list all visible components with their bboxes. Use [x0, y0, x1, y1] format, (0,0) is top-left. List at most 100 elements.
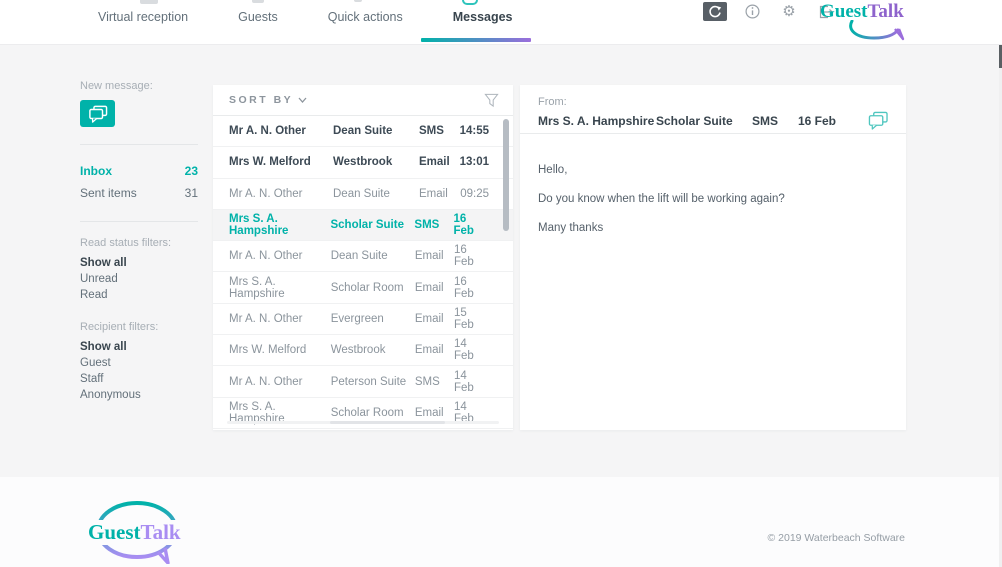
settings-button[interactable]: ⚙ [777, 2, 801, 21]
message-row[interactable]: Mrs S. A. Hampshire Scholar Room Email 1… [213, 272, 513, 304]
sign-out-button[interactable] [814, 2, 838, 21]
filter-button[interactable] [484, 93, 499, 108]
virtual-reception-tab-icon [140, 0, 158, 4]
message-room: Dean Suite [333, 187, 390, 200]
filter-recipient-show-all[interactable]: Show all [80, 341, 127, 353]
footer-guesttalk-logo: GuestTalk [82, 500, 194, 564]
message-channel: SMS [414, 375, 440, 388]
page-scrollbar-thumb[interactable] [999, 28, 1002, 68]
filter-unread[interactable]: Unread [80, 273, 118, 285]
message-time: 13:01 [459, 156, 489, 169]
page-scrollbar-track[interactable] [999, 0, 1002, 567]
message-room: Dean Suite [330, 250, 388, 263]
message-channel: Email [414, 250, 444, 263]
new-message-label: New message: [80, 80, 153, 92]
message-channel: Email [419, 187, 448, 200]
message-sender: Mr A. N. Other [229, 312, 303, 325]
list-vertical-scrollbar[interactable] [503, 119, 509, 231]
sort-by-label: SORT BY [229, 94, 294, 106]
message-room: Peterson Suite [330, 375, 407, 388]
detail-date: 16 Feb [798, 113, 837, 128]
message-sender: Mr A. N. Other [229, 125, 306, 138]
message-sender: Mrs W. Melford [229, 344, 307, 357]
sign-out-icon [818, 5, 834, 19]
message-list-panel: SORT BY Mr A. N. Other Dean Suite SMS 14… [213, 85, 513, 430]
guesttalk-logo[interactable]: GuestTalk [818, 0, 914, 44]
message-row[interactable]: Mr A. N. Other Dean Suite SMS 14:55 [213, 116, 513, 148]
detail-meta-row: Mrs S. A. Hampshire Scholar Suite SMS 16… [538, 111, 890, 130]
message-time: 14 Feb [453, 369, 474, 394]
message-time: 15 Feb [453, 306, 474, 331]
new-message-button[interactable] [80, 100, 115, 127]
message-row[interactable]: Mrs W. Melford Westbrook Email 13:01 [213, 147, 513, 179]
message-row[interactable]: Mrs S. A. Hampshire Scholar Room Email 1… [213, 398, 513, 429]
message-channel: Email [419, 156, 450, 169]
detail-sender: Mrs S. A. Hampshire [538, 113, 655, 128]
refresh-icon [708, 5, 722, 19]
detail-channel: SMS [752, 113, 779, 128]
filter-guest[interactable]: Guest [80, 357, 111, 369]
list-horizontal-scrollbar-thumb [330, 421, 445, 424]
logo-guest-text: Guest [820, 1, 868, 22]
sidebar-item-inbox[interactable]: Inbox 23 [80, 160, 198, 182]
message-row[interactable]: Mr A. N. Other Dean Suite Email 16 Feb [213, 241, 513, 273]
sidebar-divider [80, 144, 198, 145]
filter-read-show-all[interactable]: Show all [80, 257, 127, 269]
filter-anonymous[interactable]: Anonymous [80, 389, 141, 401]
sort-by-dropdown[interactable]: SORT BY [229, 94, 307, 106]
copyright-text: © 2019 Waterbeach Software [767, 532, 905, 544]
guests-tab-icon [252, 0, 264, 3]
messages-tab-icon [462, 0, 478, 5]
top-header: Virtual reception Guests Quick actions M… [0, 0, 1002, 45]
message-row[interactable]: Mrs S. A. Hampshire Scholar Suite SMS 16… [213, 209, 513, 242]
gear-icon: ⚙ [782, 3, 796, 20]
chevron-down-icon [298, 97, 307, 103]
logo-talk-text: Talk [867, 1, 904, 22]
read-status-filters-label: Read status filters: [80, 237, 172, 249]
header-toolbar: ⚙ [703, 2, 838, 21]
message-room: Scholar Room [330, 406, 404, 419]
message-room: Westbrook [330, 344, 386, 357]
recipient-filters-label: Recipient filters: [80, 321, 159, 333]
tab-virtual-reception[interactable]: Virtual reception [98, 10, 189, 24]
message-body: Hello, Do you know when the lift will be… [520, 134, 906, 234]
message-room: Westbrook [333, 156, 393, 169]
filter-read[interactable]: Read [80, 289, 108, 301]
sidebar-item-sent[interactable]: Sent items 31 [80, 182, 198, 204]
reply-button[interactable] [866, 111, 890, 130]
logo-swoosh [849, 20, 905, 41]
chat-bubbles-icon [87, 105, 109, 123]
message-channel: Email [414, 344, 444, 357]
message-row[interactable]: Mr A. N. Other Evergreen Email 15 Feb [213, 304, 513, 336]
message-time: 14:55 [459, 125, 489, 138]
message-time: 14 Feb [453, 338, 474, 363]
filter-staff[interactable]: Staff [80, 373, 104, 385]
message-channel: Email [414, 406, 444, 419]
refresh-button[interactable] [703, 2, 727, 21]
message-sender: Mrs S. A. Hampshire [229, 213, 289, 238]
footer-logo-guest-text: Guest [88, 520, 141, 544]
message-sender: Mrs W. Melford [229, 156, 311, 169]
message-detail-header: From: Mrs S. A. Hampshire Scholar Suite … [520, 85, 906, 134]
chat-bubbles-icon [868, 111, 888, 130]
tab-messages[interactable]: Messages [452, 10, 513, 24]
message-channel: SMS [414, 219, 440, 232]
list-horizontal-scrollbar[interactable] [227, 421, 499, 424]
message-body-line: Hello, [538, 164, 568, 176]
main-nav: Virtual reception Guests Quick actions M… [94, 10, 517, 24]
tab-guests[interactable]: Guests [238, 10, 278, 24]
message-room: Dean Suite [333, 125, 393, 138]
message-list-rows: Mr A. N. Other Dean Suite SMS 14:55 Mrs … [213, 116, 513, 429]
tab-quick-actions[interactable]: Quick actions [327, 10, 403, 24]
message-row[interactable]: Mr A. N. Other Dean Suite Email 09:25 [213, 179, 513, 210]
sent-label: Sent items [80, 186, 137, 200]
message-row[interactable]: Mr A. N. Other Peterson Suite SMS 14 Feb [213, 366, 513, 398]
message-room: Scholar Suite [330, 219, 404, 232]
message-row[interactable]: Mrs W. Melford Westbrook Email 14 Feb [213, 335, 513, 367]
sidebar: New message: Inbox 23 Sent items 31 Read… [80, 80, 198, 403]
message-time: 09:25 [460, 187, 489, 200]
info-button[interactable] [740, 2, 764, 21]
from-label: From: [538, 96, 567, 108]
message-channel: Email [414, 281, 444, 294]
active-tab-indicator [421, 38, 531, 42]
